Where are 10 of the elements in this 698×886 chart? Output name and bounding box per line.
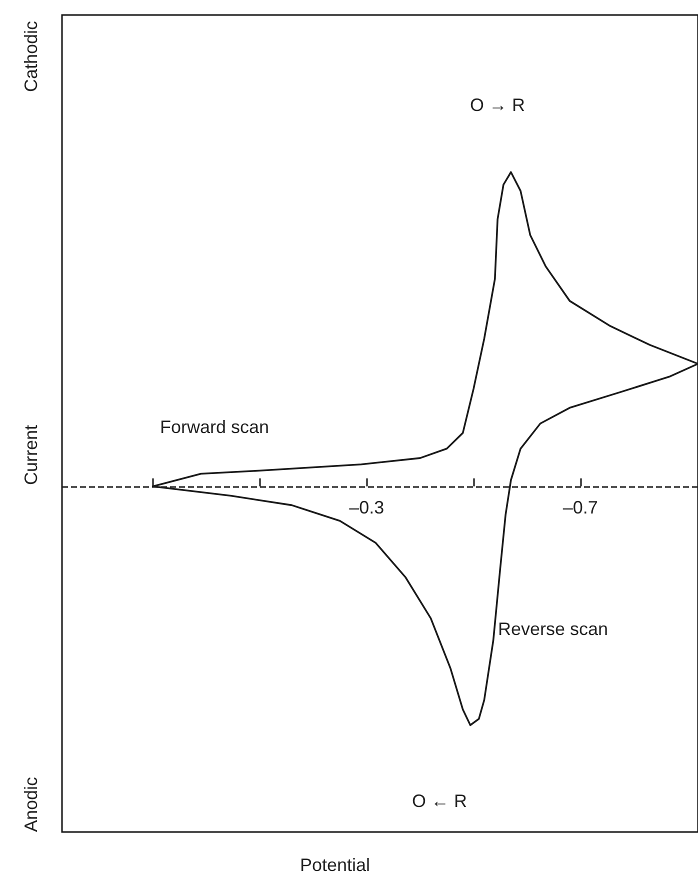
text: O ← R (412, 791, 468, 811)
x-tick-label: –0.7 (562, 497, 598, 518)
text: O → R (470, 95, 526, 115)
annotation: Reverse scan (498, 619, 608, 639)
x-tick-label: –0.3 (349, 497, 384, 518)
text: Anodic (21, 776, 41, 832)
text: Potential (300, 855, 370, 875)
y-axis-title: Current (21, 424, 41, 485)
annotation: Forward scan (160, 417, 270, 437)
text: Cathodic (21, 20, 41, 92)
